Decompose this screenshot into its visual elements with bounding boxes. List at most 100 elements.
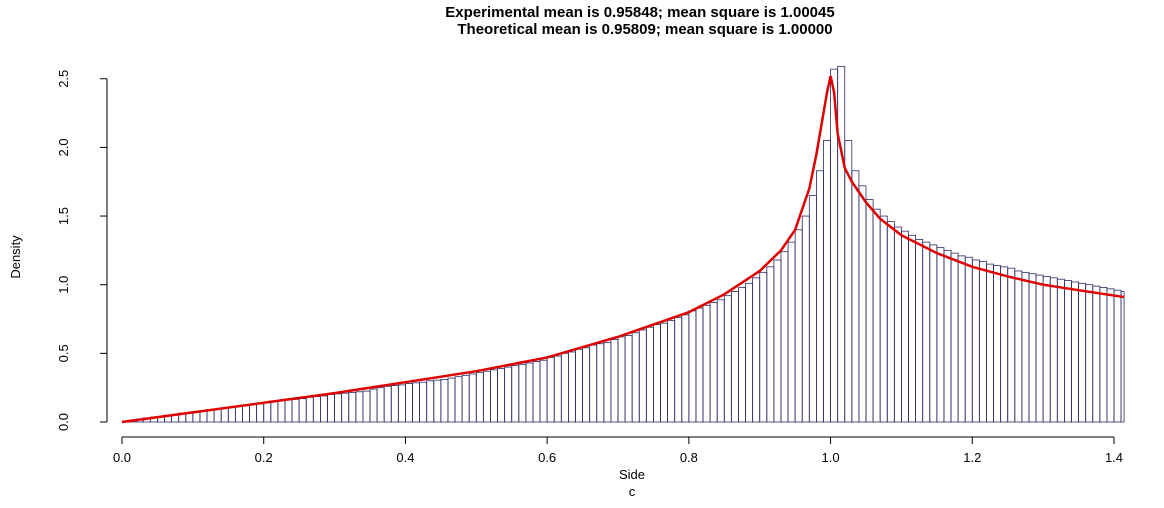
histogram-bar — [752, 277, 761, 423]
density-curve — [121, 75, 1125, 424]
histogram-bar — [957, 255, 966, 423]
histogram-bar — [1099, 287, 1108, 423]
histogram-bar — [355, 391, 364, 423]
histogram-bar — [327, 394, 335, 423]
histogram-bar — [369, 388, 378, 423]
x-tick-label: 1.0 — [822, 450, 840, 465]
histogram-bar — [837, 65, 846, 423]
histogram-bar — [929, 244, 938, 423]
histogram-bar — [362, 390, 371, 423]
histogram-bar — [560, 352, 569, 423]
histogram-bar — [568, 351, 576, 423]
histogram-bar — [532, 361, 541, 423]
y-tick-label: 2.0 — [56, 138, 71, 156]
histogram-bar — [858, 185, 867, 423]
histogram-bar — [539, 359, 548, 423]
histogram-bar — [596, 343, 605, 423]
histogram-bar — [1021, 271, 1030, 423]
histogram-bar — [745, 282, 754, 423]
histogram-bar — [660, 322, 668, 423]
title-line-1: Experimental mean is 0.95848; mean squar… — [445, 4, 834, 21]
histogram-bar — [759, 271, 768, 423]
y-tick-label: 0.5 — [56, 344, 71, 362]
histogram-bar — [936, 247, 945, 423]
histogram-bar — [816, 170, 824, 423]
histogram-bar — [645, 326, 654, 423]
histogram-bar — [511, 365, 520, 423]
histogram-bar — [504, 366, 513, 423]
histogram-bar — [447, 377, 456, 423]
histogram-bar — [397, 384, 406, 423]
histogram-bar — [383, 385, 392, 423]
histogram-bar — [908, 234, 916, 423]
histogram-bar — [993, 265, 1002, 423]
histogram-bar — [490, 369, 498, 423]
histogram-bar — [723, 295, 732, 423]
histogram-bar — [667, 319, 676, 423]
histogram-bar — [227, 406, 236, 423]
histogram-bar — [872, 208, 881, 423]
histogram-bar — [284, 399, 293, 423]
histogram-bar — [525, 362, 534, 423]
histogram-bar — [1085, 284, 1094, 423]
histogram-bar — [312, 396, 321, 423]
histogram-bar — [589, 344, 598, 423]
x-tick-label: 1.2 — [963, 450, 981, 465]
histogram-bar — [730, 291, 739, 423]
histogram-bar — [808, 195, 817, 423]
histogram-bar — [256, 403, 265, 423]
histogram-bar — [482, 370, 491, 423]
x-axis-sublabel: c — [629, 484, 636, 499]
histogram-bar — [454, 376, 463, 423]
x-tick-label: 0.0 — [113, 450, 131, 465]
histogram-bar — [291, 398, 300, 423]
histogram-bar — [964, 256, 973, 423]
x-axis: 0.0 0.2 0.4 0.6 0.8 1.0 1.2 1.4 — [113, 436, 1123, 465]
title-line-2: Theoretical mean is 0.95809; mean square… — [457, 21, 832, 38]
histogram-bar — [624, 335, 633, 423]
histogram-bar — [334, 393, 343, 423]
histogram-bar — [709, 302, 718, 423]
histogram-bar — [461, 374, 470, 423]
histogram-bar — [270, 401, 279, 423]
histogram-bar — [1113, 289, 1122, 423]
histogram-bar — [738, 287, 746, 423]
histogram-bar — [1106, 288, 1115, 423]
x-tick-label: 0.8 — [680, 450, 698, 465]
histogram-bar — [879, 215, 888, 423]
histogram-bar — [971, 259, 980, 423]
histogram-bar — [440, 379, 449, 423]
histogram-bar — [716, 299, 725, 423]
histogram-bar — [1071, 281, 1079, 423]
chart-title: Experimental mean is 0.95848; mean squar… — [445, 4, 834, 38]
histogram-bar — [766, 266, 775, 423]
y-axis-label: Density — [8, 235, 23, 279]
histogram-bar — [653, 324, 661, 423]
y-tick-label: 1.5 — [56, 207, 71, 225]
x-axis-label: Side — [619, 467, 645, 482]
x-tick-label: 0.4 — [396, 450, 414, 465]
histogram-bar — [1056, 278, 1065, 423]
histogram-bar — [376, 387, 385, 423]
histogram-bar — [1014, 270, 1023, 423]
histogram-bar — [433, 379, 442, 423]
histogram-bar — [419, 381, 428, 423]
histogram-bar — [1000, 266, 1009, 423]
histogram-bar — [844, 140, 853, 423]
histogram-bar — [773, 259, 782, 423]
x-tick-label: 0.6 — [538, 450, 556, 465]
histogram-bar — [617, 336, 626, 423]
histogram-bar — [950, 252, 959, 423]
histogram-bar — [475, 372, 484, 423]
histogram-bar — [1078, 282, 1087, 423]
histogram-bar — [695, 307, 704, 423]
histogram-bar — [922, 241, 931, 423]
histogram-bar — [865, 199, 874, 423]
histogram-bar — [518, 363, 527, 423]
histogram-bar — [582, 347, 591, 423]
histogram-bar — [688, 310, 697, 423]
histogram-bar — [978, 260, 987, 423]
histogram-bar — [1092, 285, 1101, 423]
histogram-bar — [780, 251, 789, 423]
